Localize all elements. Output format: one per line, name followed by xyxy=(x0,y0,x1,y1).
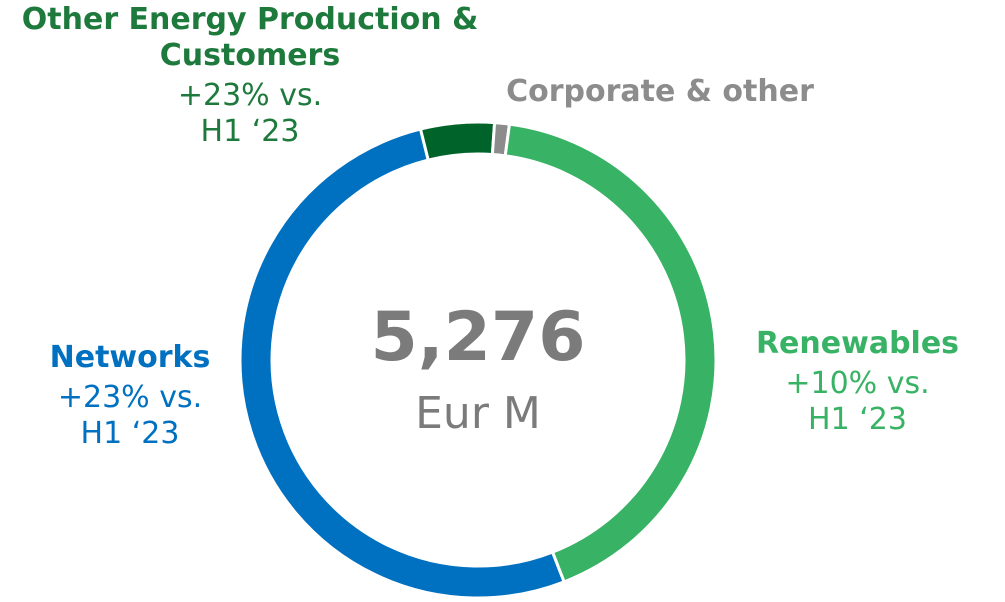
total-value: 5,276 xyxy=(370,298,586,377)
donut-segment xyxy=(238,127,567,600)
segment-label: Corporate & other xyxy=(495,74,825,110)
segment-name: Other Energy Production & Customers xyxy=(21,2,479,73)
segment-name: Networks xyxy=(49,340,211,375)
segment-label: Networks +23% vs. H1 ‘23 xyxy=(10,340,250,452)
segment-name: Corporate & other xyxy=(506,74,814,109)
segment-label: Renewables +10% vs. H1 ‘23 xyxy=(725,326,990,438)
segment-change: +10% vs. H1 ‘23 xyxy=(785,366,930,437)
segment-change: +23% vs. H1 ‘23 xyxy=(57,380,203,451)
segment-label: Other Energy Production & Customers +23% … xyxy=(10,2,490,150)
total-unit: Eur M xyxy=(415,388,541,439)
segment-name: Renewables xyxy=(755,326,960,361)
segment-change: +23% vs. H1 ‘23 xyxy=(177,78,323,149)
